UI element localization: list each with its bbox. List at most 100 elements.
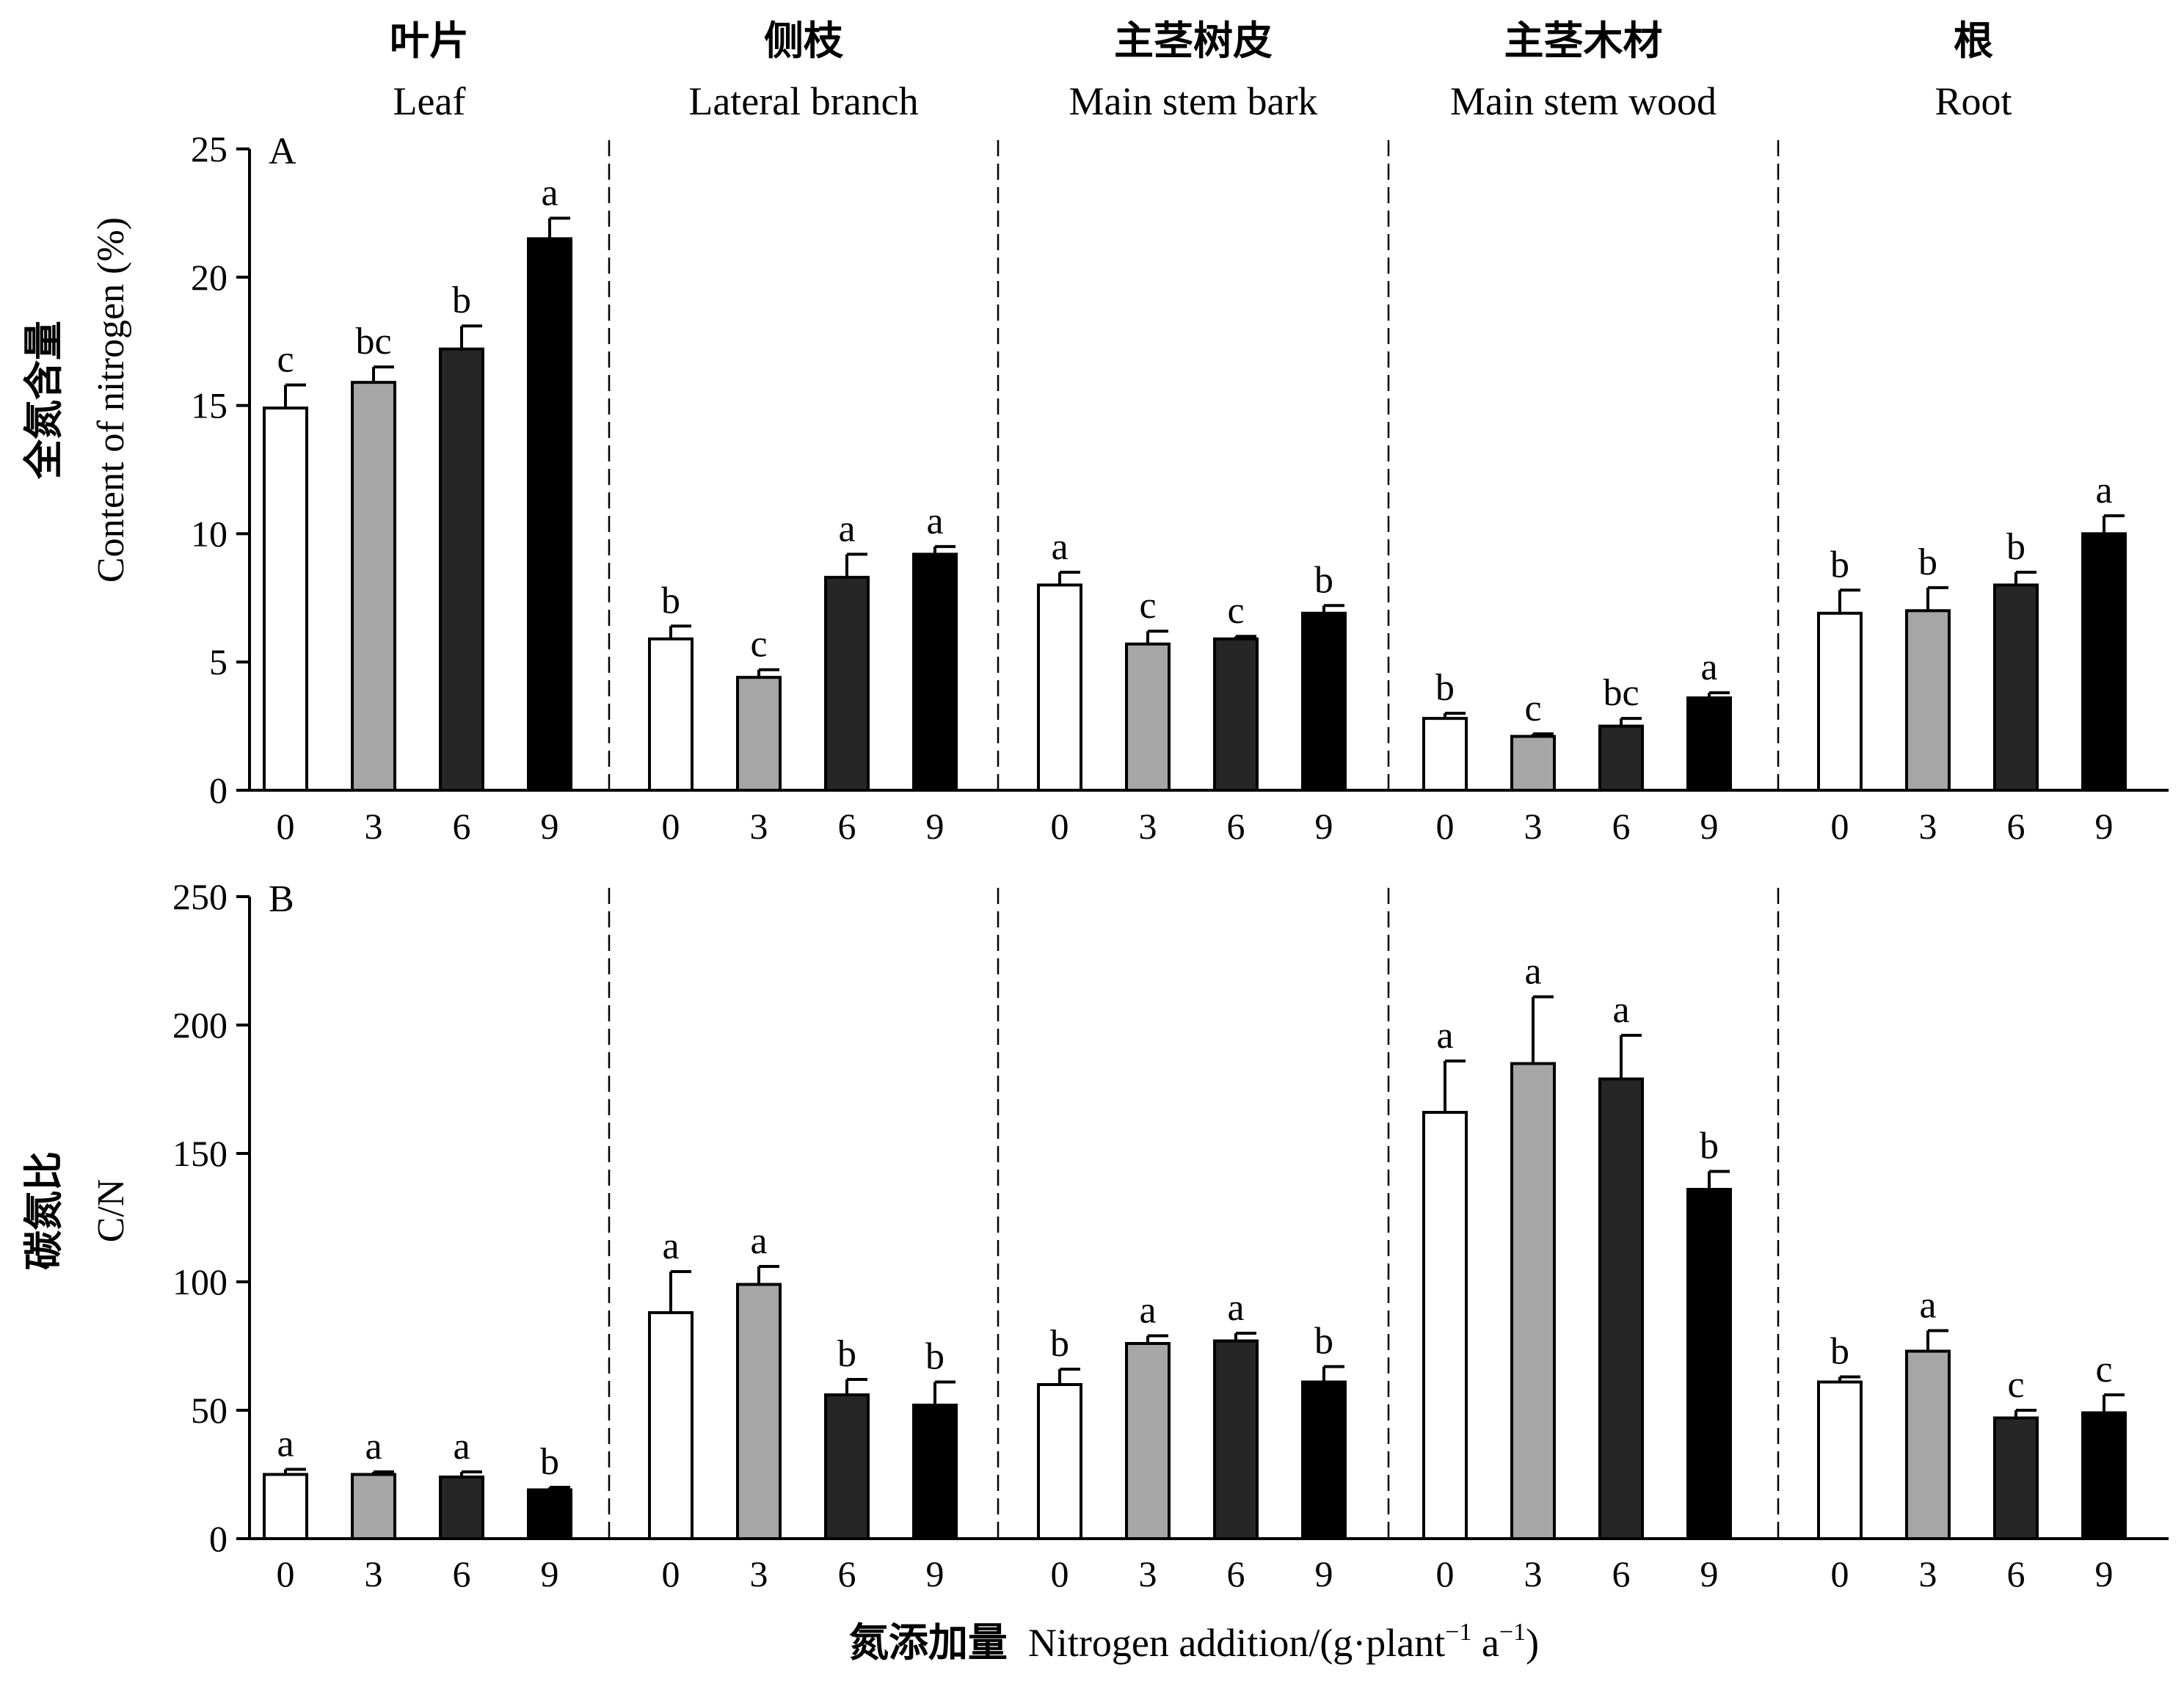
- y-tick-label: 50: [191, 1390, 228, 1431]
- significance-letter: a: [1524, 951, 1541, 993]
- bar: [1598, 724, 1644, 792]
- bar: [527, 1488, 572, 1540]
- bar: [736, 676, 782, 792]
- bar: [1905, 1349, 1951, 1540]
- bar: [736, 1283, 782, 1540]
- significance-letter: a: [1436, 1015, 1453, 1057]
- group-header-cn: 主茎木材: [1504, 19, 1663, 63]
- bar: [1125, 642, 1171, 792]
- significance-letter: bc: [1603, 672, 1639, 714]
- x-tick-label: 6: [1612, 806, 1631, 847]
- group-header-en: Main stem bark: [1069, 79, 1318, 123]
- significance-letter: a: [662, 1225, 679, 1267]
- significance-letter: b: [540, 1441, 559, 1483]
- x-tick-label: 6: [1227, 1553, 1245, 1594]
- x-tick-label: 6: [838, 806, 856, 847]
- significance-letter: a: [277, 1423, 294, 1465]
- significance-letter: b: [1700, 1126, 1719, 1167]
- group-header-en: Lateral branch: [688, 79, 918, 123]
- x-tick-label: 3: [750, 1553, 768, 1594]
- y-tick-label: 20: [191, 257, 228, 298]
- significance-letter: b: [837, 1333, 856, 1375]
- x-tick-label: 3: [1524, 1553, 1543, 1594]
- significance-letter: b: [1830, 1331, 1849, 1373]
- bar: [1993, 1416, 2039, 1540]
- group-header-en: Leaf: [393, 79, 466, 123]
- bar: [1993, 583, 2039, 792]
- x-tick-label: 3: [365, 806, 383, 847]
- x-tick-label: 0: [662, 1553, 680, 1594]
- bar: [1422, 1111, 1468, 1540]
- bar: [1213, 1339, 1259, 1540]
- panel-label: A: [269, 131, 296, 172]
- significance-letter: a: [365, 1426, 382, 1467]
- y-axis-title-en: Content of nitrogen (%): [90, 217, 132, 583]
- significance-letter: c: [277, 339, 294, 381]
- y-tick-label: 250: [172, 876, 228, 917]
- bar: [1213, 637, 1259, 792]
- group-header-cn: 主茎树皮: [1114, 19, 1273, 63]
- bar: [1686, 696, 1732, 792]
- x-tick-label: 6: [2007, 1553, 2025, 1594]
- bar: [2081, 1411, 2127, 1540]
- significance-letter: b: [661, 580, 680, 621]
- x-tick-label: 3: [750, 806, 768, 847]
- x-tick-label: 3: [365, 1553, 383, 1594]
- significance-letter: a: [1139, 1290, 1156, 1332]
- panel-label: B: [269, 878, 294, 920]
- y-tick-label: 5: [209, 641, 228, 682]
- y-tick-label: 10: [191, 513, 228, 554]
- significance-letter: c: [2007, 1364, 2024, 1406]
- x-tick-label: 0: [1831, 806, 1849, 847]
- x-tick-label: 3: [1139, 1553, 1157, 1594]
- significance-letter: c: [750, 624, 767, 666]
- bar: [1817, 1380, 1863, 1540]
- x-tick-label: 6: [453, 1553, 471, 1594]
- significance-letter: a: [1227, 1287, 1244, 1329]
- bar: [263, 1473, 308, 1540]
- x-tick-label: 0: [662, 806, 680, 847]
- bar: [1037, 1383, 1082, 1540]
- bar: [648, 637, 694, 792]
- group-header-en: Root: [1934, 79, 2012, 123]
- significance-letter: c: [1524, 688, 1541, 729]
- y-tick-label: 25: [191, 128, 228, 169]
- significance-letter: b: [1314, 559, 1333, 601]
- x-axis-title-cn: 氮添加量: [849, 1619, 1008, 1666]
- x-tick-label: 6: [1612, 1553, 1631, 1594]
- panel-b: 0 50 100 150 200 250 B 碳氮比 C/N a 0 a 3 a 6 b 9 a 0 a 3 b 6 b 9 b 0…: [22, 876, 2169, 1594]
- x-tick-label: 9: [1700, 1553, 1719, 1594]
- bar: [439, 347, 484, 792]
- significance-letter: a: [1612, 989, 1629, 1031]
- bar: [351, 1473, 396, 1540]
- group-header-cn: 根: [1954, 19, 1993, 63]
- bar: [263, 406, 308, 792]
- significance-letter: a: [541, 172, 558, 214]
- bar: [824, 1393, 870, 1540]
- x-tick-label: 3: [1139, 806, 1157, 847]
- x-tick-label: 0: [1051, 1553, 1069, 1594]
- bar: [351, 381, 396, 792]
- bar: [1510, 734, 1556, 792]
- significance-letter: b: [1918, 542, 1937, 583]
- bar: [2081, 532, 2127, 792]
- x-tick-label: 6: [1227, 806, 1245, 847]
- significance-letter: a: [750, 1220, 767, 1262]
- x-tick-label: 9: [541, 1553, 559, 1594]
- bar: [1510, 1062, 1556, 1540]
- significance-letter: c: [2095, 1349, 2112, 1390]
- significance-letter: c: [1139, 585, 1156, 627]
- x-tick-label: 0: [1436, 806, 1455, 847]
- group-header-cn: 叶片: [390, 19, 469, 63]
- significance-letter: a: [2095, 470, 2112, 511]
- bar: [1037, 583, 1082, 792]
- x-tick-label: 0: [277, 806, 295, 847]
- x-tick-label: 9: [2095, 806, 2114, 847]
- bar: [1686, 1188, 1732, 1540]
- x-tick-label: 9: [926, 806, 944, 847]
- x-tick-label: 9: [2095, 1553, 2114, 1594]
- y-axis-title-cn: 碳氮比: [22, 1151, 66, 1270]
- significance-letter: bc: [355, 321, 391, 362]
- x-tick-label: 9: [1315, 806, 1333, 847]
